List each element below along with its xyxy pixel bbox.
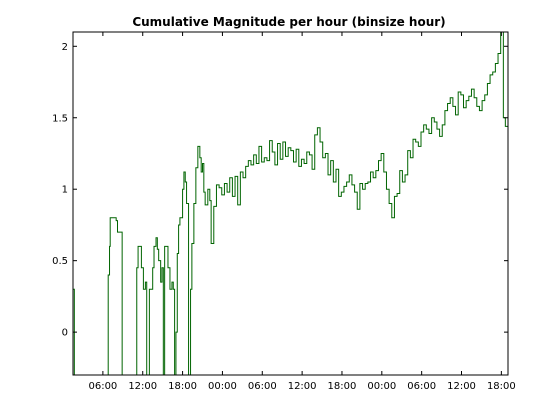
x-tick-label-3: 00:00	[208, 381, 237, 392]
y-tick-label-1: 0.5	[52, 256, 68, 267]
x-tick-label-7: 00:00	[367, 381, 396, 392]
plot-area	[73, 31, 509, 376]
x-tick-label-9: 12:00	[447, 381, 476, 392]
x-tick-label-5: 12:00	[288, 381, 317, 392]
x-tick-label-0: 06:00	[88, 381, 117, 392]
x-tick-label-2: 18:00	[168, 381, 197, 392]
y-tick-label-3: 1.5	[52, 113, 68, 124]
axis-frame	[72, 31, 509, 376]
axes: 06:00 12:00 18:00 00:00 06:00 12:00 18:00 00:00…	[52, 31, 516, 392]
series-line-0	[73, 31, 509, 376]
x-tick-label-10: 18:00	[487, 381, 516, 392]
y-tick-label-4: 2	[62, 42, 68, 53]
x-tick-label-4: 06:00	[248, 381, 277, 392]
chart-title: Cumulative Magnitude per hour (binsize h…	[132, 15, 445, 29]
y-tick-label-2: 1	[62, 185, 68, 196]
x-tick-label-6: 18:00	[328, 381, 357, 392]
x-tick-label-8: 06:00	[407, 381, 436, 392]
x-tick-label-1: 12:00	[128, 381, 157, 392]
y-tick-label-0: 0	[62, 328, 68, 339]
